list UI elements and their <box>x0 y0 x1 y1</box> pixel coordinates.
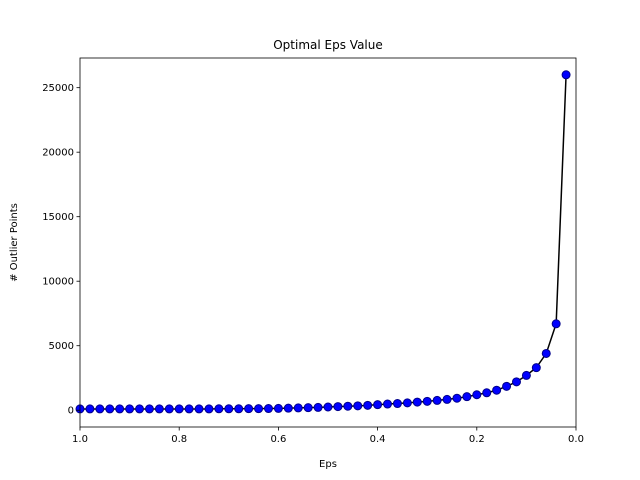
x-tick-label: 0.0 <box>568 434 584 445</box>
data-point <box>541 348 551 358</box>
data-point <box>333 402 343 412</box>
axes-frame <box>79 57 577 428</box>
data-point <box>353 401 363 411</box>
data-point <box>263 404 273 414</box>
data-point <box>115 404 125 414</box>
data-point <box>204 404 214 414</box>
y-tick-label: 5000 <box>49 341 74 352</box>
series-line <box>80 74 567 410</box>
x-axis-label: Eps <box>319 459 337 470</box>
y-tick-label: 20000 <box>42 148 74 159</box>
data-point <box>422 396 432 406</box>
x-tick-label: 0.8 <box>171 434 187 445</box>
y-tick-label: 10000 <box>42 277 74 288</box>
data-point <box>551 319 561 329</box>
data-point <box>194 404 204 414</box>
x-tick-label: 0.2 <box>469 434 485 445</box>
data-point <box>363 400 373 410</box>
data-point <box>452 393 462 403</box>
y-tick-label: 25000 <box>42 83 74 94</box>
data-point <box>174 404 184 414</box>
data-point <box>531 363 541 373</box>
data-point <box>412 397 422 407</box>
x-axis: 1.0 0.8 0.6 0.4 0.2 0.0 <box>72 427 584 445</box>
data-point <box>313 402 323 412</box>
data-point <box>521 370 531 380</box>
data-point <box>561 70 571 80</box>
data-point <box>135 404 145 414</box>
data-point <box>184 404 194 414</box>
data-point <box>105 404 115 414</box>
data-point <box>224 404 234 414</box>
y-tick-label: 0 <box>68 406 74 417</box>
x-tick-label: 0.4 <box>370 434 386 445</box>
chart-title: Optimal Eps Value <box>273 38 383 52</box>
data-point <box>502 381 512 391</box>
y-tick-label: 15000 <box>42 212 74 223</box>
data-point <box>442 394 452 404</box>
y-axis-label: # Outlier Points <box>9 203 20 282</box>
data-point <box>125 404 135 414</box>
data-point <box>383 399 393 409</box>
data-point <box>85 404 95 414</box>
data-point <box>482 388 492 398</box>
data-point <box>303 403 313 413</box>
data-point <box>373 400 383 410</box>
data-point <box>462 392 472 402</box>
data-point <box>472 390 482 400</box>
data-point <box>492 385 502 395</box>
data-point <box>293 403 303 413</box>
plot-area <box>75 70 571 414</box>
data-point <box>144 404 154 414</box>
data-point <box>214 404 224 414</box>
x-tick-label: 1.0 <box>72 434 88 445</box>
x-tick-label: 0.6 <box>270 434 286 445</box>
data-point <box>273 403 283 413</box>
data-point <box>343 401 353 411</box>
data-point <box>511 377 521 387</box>
data-point <box>323 402 333 412</box>
data-point <box>402 398 412 408</box>
data-point <box>164 404 174 414</box>
data-point <box>234 404 244 414</box>
data-point <box>244 404 254 414</box>
data-point <box>283 403 293 413</box>
y-axis: 0 5000 10000 15000 20000 25000 <box>42 83 80 417</box>
data-point <box>154 404 164 414</box>
data-point <box>392 399 402 409</box>
data-point <box>432 395 442 405</box>
data-point <box>254 404 264 414</box>
data-point <box>95 404 105 414</box>
